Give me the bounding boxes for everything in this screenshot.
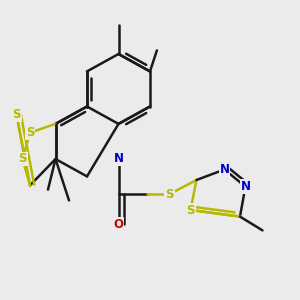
Text: S: S [165, 188, 174, 201]
Text: S: S [26, 126, 34, 139]
Text: N: N [240, 180, 250, 193]
Text: S: S [18, 152, 27, 166]
Text: S: S [186, 203, 195, 217]
Text: N: N [113, 152, 124, 166]
Text: S: S [12, 108, 21, 121]
Text: O: O [113, 218, 124, 231]
Text: N: N [219, 163, 230, 176]
